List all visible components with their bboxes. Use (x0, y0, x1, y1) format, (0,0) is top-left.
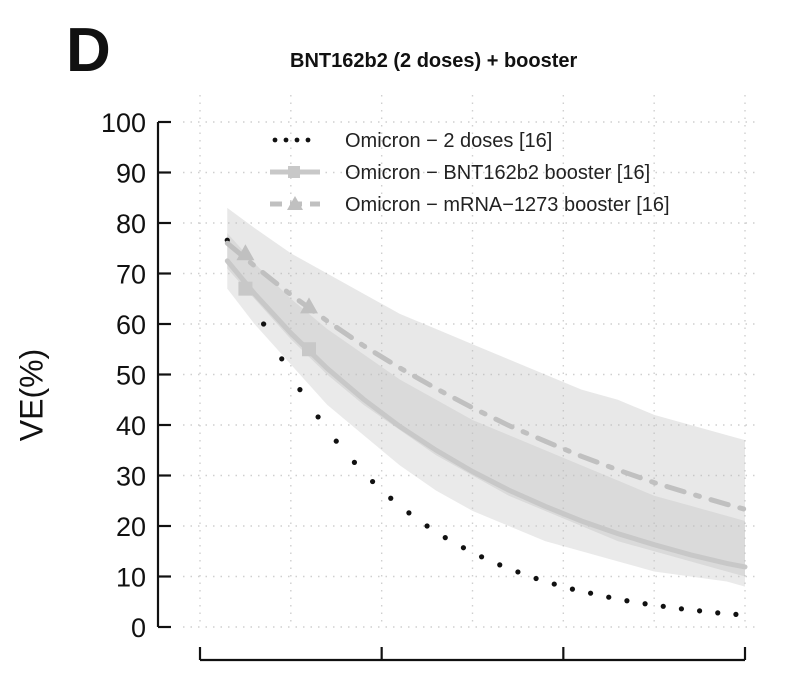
series-point (315, 414, 321, 420)
series-point (587, 590, 594, 596)
y-tick-label: 50 (116, 361, 146, 391)
chart-title: BNT162b2 (2 doses) + booster (290, 50, 578, 72)
y-tick-label: 10 (116, 563, 146, 593)
series-point (678, 606, 685, 612)
series-point (260, 321, 267, 327)
series-point (279, 356, 285, 362)
legend-swatch (294, 137, 300, 143)
series-point (715, 610, 721, 616)
legend-marker (288, 166, 300, 178)
axes: 0 10 20 30 40 50 60 70 80 90 100 (101, 108, 747, 662)
series-point (642, 601, 648, 607)
y-tick-label: 40 (116, 411, 146, 441)
y-tick-label: 60 (116, 310, 146, 340)
panel-letter: D (66, 16, 111, 85)
y-tick-label: 70 (116, 260, 146, 290)
series-point (733, 611, 739, 617)
series-point (533, 575, 539, 582)
series-point (460, 545, 467, 551)
y-tick-label: 30 (116, 462, 146, 492)
series-point (624, 598, 630, 604)
series-point (297, 387, 303, 393)
y-tick-label: 90 (116, 159, 146, 189)
confidence-band (227, 207, 745, 577)
series-point (369, 478, 376, 485)
series-marker (300, 297, 318, 314)
series-point (351, 459, 358, 465)
series-point (478, 554, 485, 560)
series-point (515, 569, 521, 575)
series-point (424, 523, 430, 529)
y-tick-label: 80 (116, 209, 146, 239)
legend-label: Omicron − mRNA−1273 booster [16] (345, 194, 670, 216)
legend-swatch (283, 137, 289, 143)
legend-swatch (305, 137, 311, 143)
legend-label: Omicron − 2 doses [16] (345, 130, 552, 152)
series-point (497, 562, 503, 568)
series-point (660, 603, 666, 609)
legend-marker (287, 196, 303, 210)
series-marker (236, 244, 255, 261)
series-point (551, 581, 557, 587)
y-tick-label: 100 (101, 108, 146, 138)
series-point (696, 608, 703, 614)
series-point (333, 438, 339, 444)
legend: Omicron − 2 doses [16] Omicron − BNT162b2… (270, 130, 670, 216)
confidence-bands (227, 207, 745, 587)
confidence-band (227, 233, 745, 587)
series-point (569, 586, 576, 592)
legend-swatch (272, 137, 278, 143)
y-tick-label: 0 (131, 613, 146, 643)
series-marker (238, 281, 253, 296)
series-marker (302, 342, 316, 357)
series-point (606, 594, 612, 600)
series-point (388, 495, 394, 501)
y-tick-label: 20 (116, 512, 146, 542)
series-point (442, 535, 448, 541)
series-point (406, 510, 412, 516)
series-lines (224, 237, 748, 617)
legend-label: Omicron − BNT162b2 booster [16] (345, 162, 650, 184)
grid (183, 95, 760, 628)
